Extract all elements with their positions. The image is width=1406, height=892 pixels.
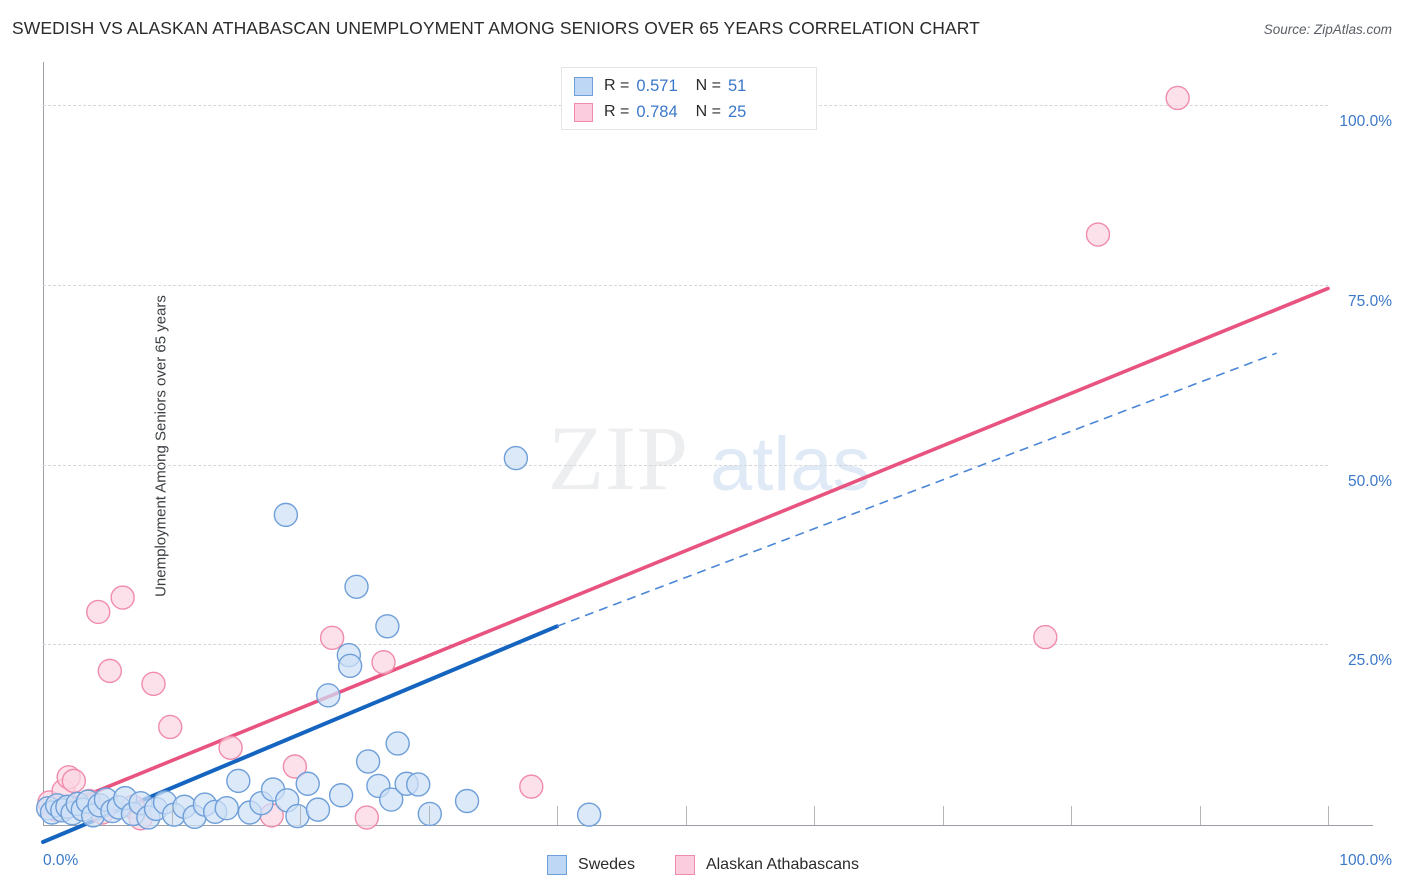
n-value-alaskan: 25 <box>727 102 747 121</box>
y-tick-label-100: 100.0% <box>1339 113 1392 131</box>
y-tick-label-25: 25.0% <box>1348 652 1392 670</box>
data-point-swedes <box>385 731 410 756</box>
correlation-stats-legend: R = 0.571 N = 51 R = 0.784 N = 25 <box>561 67 817 130</box>
data-point-alaskan-athabascans <box>354 805 380 830</box>
data-point-swedes <box>417 801 442 827</box>
data-point-swedes <box>214 795 239 821</box>
source-attribution: Source: ZipAtlas.com <box>1263 22 1392 37</box>
y-tick-label-50: 50.0% <box>1348 472 1392 490</box>
data-point-alaskan-athabascans <box>1165 85 1190 111</box>
data-point-swedes <box>576 802 602 827</box>
data-point-alaskan-athabascans <box>319 625 345 651</box>
y-tick-label-75: 75.0% <box>1348 292 1392 310</box>
n-label-alaskan: N = <box>695 103 721 120</box>
n-label-swedes: N = <box>695 77 721 94</box>
x-tick-10 <box>171 806 173 825</box>
data-point-swedes <box>375 614 400 639</box>
data-point-swedes <box>355 749 381 774</box>
y-axis-line <box>43 62 44 825</box>
n-value-swedes: 51 <box>727 76 747 95</box>
data-point-swedes <box>295 771 320 796</box>
swatch-swedes-icon <box>574 76 593 96</box>
data-point-alaskan-athabascans <box>61 768 87 794</box>
x-tick-70 <box>942 806 944 825</box>
gridline-y-25 <box>43 644 1328 646</box>
data-point-alaskan-athabascans <box>282 754 308 779</box>
data-point-swedes <box>454 788 480 814</box>
x-tick-20 <box>300 806 301 825</box>
data-point-swedes <box>406 772 431 797</box>
x-axis-max-label: 100.0% <box>1339 852 1392 869</box>
x-tick-50 <box>685 806 687 825</box>
legend-label-swedes: Swedes <box>578 856 635 873</box>
data-point-swedes <box>503 445 529 471</box>
gridline-y-75 <box>43 284 1328 286</box>
gridline-y-50 <box>43 464 1328 466</box>
data-point-swedes <box>328 783 354 808</box>
data-point-swedes <box>226 768 251 794</box>
data-point-alaskan-athabascans <box>371 650 396 675</box>
page-title: SWEDISH VS ALASKAN ATHABASCAN UNEMPLOYME… <box>12 18 980 38</box>
legend-item-alaskan-athabascans[interactable]: Alaskan Athabascans <box>674 855 859 875</box>
data-point-swedes <box>273 502 299 528</box>
x-tick-40 <box>557 806 558 825</box>
r-value-alaskan: 0.784 <box>636 102 678 121</box>
data-point-alaskan-athabascans <box>110 585 135 610</box>
data-point-alaskan-athabascans <box>519 774 544 799</box>
x-tick-60 <box>814 806 815 825</box>
x-axis-min-label: 0.0% <box>43 852 79 869</box>
data-point-alaskan-athabascans <box>1033 624 1058 650</box>
x-tick-30 <box>428 806 430 825</box>
data-point-swedes <box>285 803 310 829</box>
x-tick-90 <box>1199 806 1201 825</box>
data-point-swedes <box>305 797 331 822</box>
x-tick-80 <box>1071 806 1072 825</box>
data-point-alaskan-athabascans <box>1085 222 1111 247</box>
data-point-swedes <box>316 683 341 708</box>
trend-line-alaskan-athabascans <box>41 286 1330 816</box>
x-tick-100 <box>1328 806 1329 825</box>
data-point-alaskan-athabascans <box>158 714 183 740</box>
legend-swatch-swedes-icon <box>547 855 568 875</box>
plot-area <box>35 62 1330 844</box>
stats-row-swedes: R = 0.571 N = 51 <box>574 73 806 99</box>
legend-swatch-alaskan-athabascans-icon <box>674 855 695 875</box>
r-label-swedes: R = <box>604 77 630 94</box>
data-point-alaskan-athabascans <box>97 658 123 684</box>
data-point-swedes <box>379 787 404 812</box>
data-point-swedes <box>337 653 363 679</box>
data-point-alaskan-athabascans <box>86 599 111 625</box>
data-point-alaskan-athabascans <box>218 735 243 760</box>
stats-row-alaskan-athabascans: R = 0.784 N = 25 <box>574 99 806 125</box>
swatch-alaskan-athabascans-icon <box>574 102 593 122</box>
x-axis-line <box>43 825 1373 826</box>
scatter-plot-svg <box>35 85 1330 844</box>
r-label-alaskan: R = <box>604 103 630 120</box>
legend-item-swedes[interactable]: Swedes <box>547 855 635 875</box>
legend-label-alaskan-athabascans: Alaskan Athabascans <box>705 856 859 873</box>
data-point-swedes <box>344 574 369 599</box>
trend-line-swedes-projection <box>556 352 1277 628</box>
data-point-alaskan-athabascans <box>141 671 166 697</box>
r-value-swedes: 0.571 <box>636 76 678 95</box>
series-legend: Swedes Alaskan Athabascans <box>0 848 1406 882</box>
